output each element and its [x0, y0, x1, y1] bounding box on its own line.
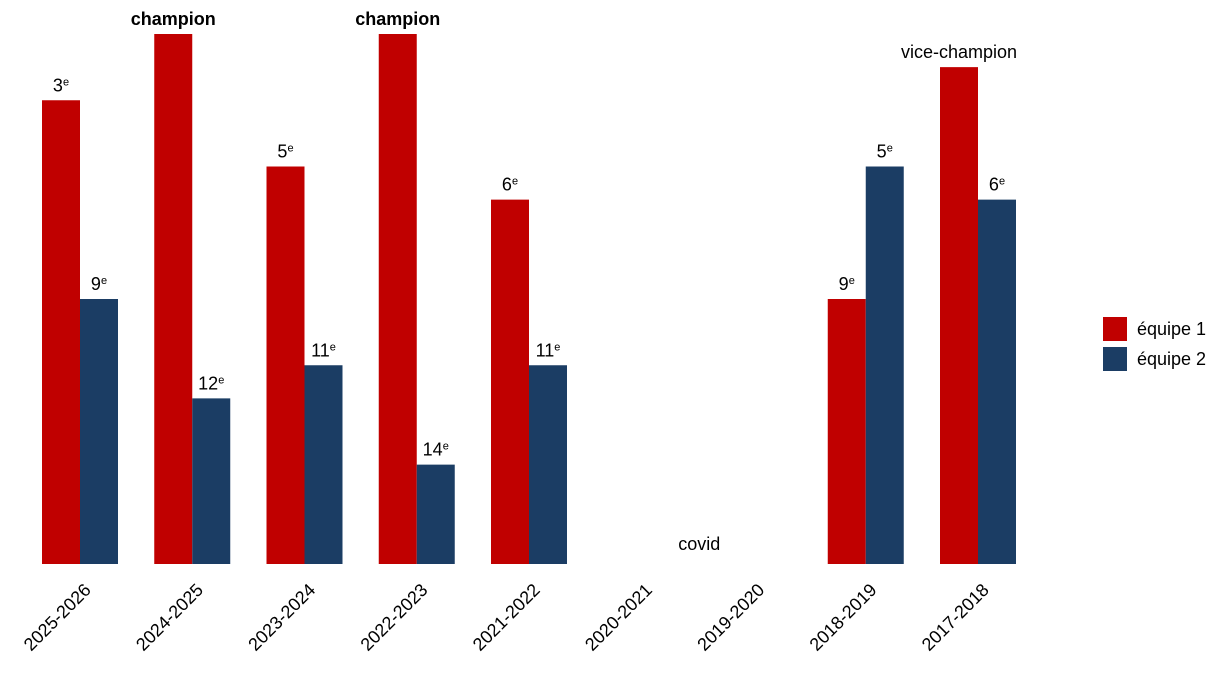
- x-tick-label: 2023-2024: [244, 580, 319, 655]
- value-label-1-2024-2025: champion: [131, 9, 216, 29]
- value-label-1-2021-2022: 6e: [502, 175, 518, 195]
- x-tick-label: 2018-2019: [806, 580, 881, 655]
- legend-item-equipe-1: équipe 1: [1103, 314, 1206, 344]
- legend-item-equipe-2: équipe 2: [1103, 344, 1206, 374]
- bar-2-2017-2018: [978, 199, 1016, 564]
- x-tick-label: 2021-2022: [469, 580, 544, 655]
- bars-group: [42, 34, 1016, 564]
- annotations-group: covid: [678, 534, 720, 554]
- legend-label-equipe-2: équipe 2: [1137, 348, 1207, 369]
- bar-1-2024-2025: [154, 34, 193, 564]
- legend-swatch-equipe-2: [1103, 347, 1127, 371]
- bar-1-2025-2026: [42, 100, 80, 564]
- x-tick-label: 2019-2020: [693, 580, 768, 655]
- value-label-1-2025-2026: 3e: [53, 75, 69, 95]
- bar-1-2021-2022: [491, 199, 529, 564]
- bar-2-2025-2026: [80, 299, 118, 564]
- x-tick-label: 2020-2021: [581, 580, 656, 655]
- value-label-1-2023-2024: 5e: [277, 142, 293, 162]
- value-label-2-2022-2023: 14e: [423, 440, 449, 460]
- value-label-2-2023-2024: 11e: [311, 340, 336, 360]
- value-label-1-2018-2019: 9e: [839, 274, 855, 294]
- bar-2-2022-2023: [416, 464, 455, 564]
- bar-1-2022-2023: [378, 34, 417, 564]
- bar-1-2017-2018: [940, 67, 978, 564]
- bar-2-2024-2025: [192, 398, 231, 564]
- legend: équipe 1 équipe 2: [1103, 314, 1206, 374]
- bar-1-2018-2019: [827, 299, 866, 564]
- covid-annotation: covid: [678, 534, 720, 554]
- legend-label-equipe-1: équipe 1: [1137, 318, 1207, 339]
- x-tick-label: 2022-2023: [357, 580, 432, 655]
- value-label-1-2022-2023: champion: [355, 9, 440, 29]
- value-label-2-2024-2025: 12e: [198, 373, 224, 393]
- x-tick-label: 2017-2018: [918, 580, 993, 655]
- value-label-1-2017-2018: vice-champion: [901, 42, 1017, 62]
- value-label-2-2017-2018: 6e: [989, 175, 1005, 195]
- bar-2-2021-2022: [529, 365, 567, 564]
- bar-2-2023-2024: [304, 365, 343, 564]
- value-label-2-2018-2019: 5e: [877, 142, 893, 162]
- x-tick-label: 2025-2026: [20, 580, 95, 655]
- value-label-2-2021-2022: 11e: [536, 340, 561, 360]
- x-tick-labels-group: 2025-2026 2024-2025 2023-2024 2022-2023 2021…: [20, 580, 993, 655]
- x-tick-label: 2024-2025: [132, 580, 207, 655]
- value-labels-group: 3e 9e champion 12e 5e 11e champion 14e 6e 11e 9e 5e…: [53, 9, 1017, 460]
- bar-2-2018-2019: [865, 166, 904, 564]
- value-label-2-2025-2026: 9e: [91, 274, 107, 294]
- legend-swatch-equipe-1: [1103, 317, 1127, 341]
- bar-1-2023-2024: [266, 166, 305, 564]
